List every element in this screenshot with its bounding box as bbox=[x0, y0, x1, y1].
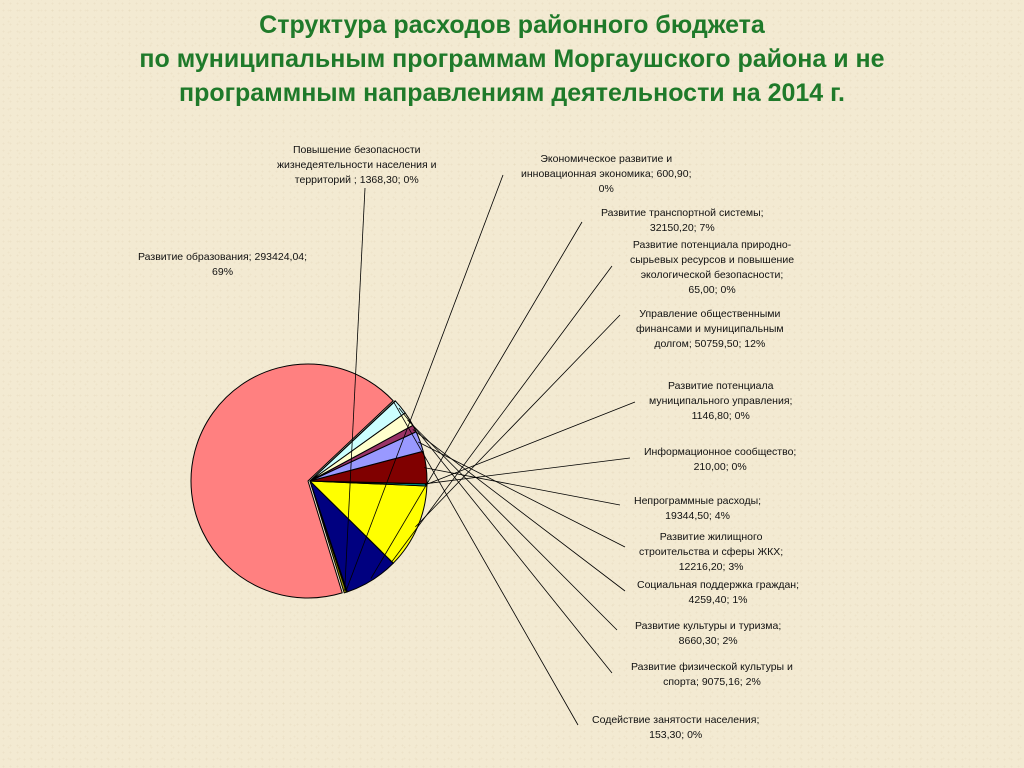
slice-label-line: Информационное сообщество; bbox=[644, 446, 797, 458]
slice-label-line: Управление общественными bbox=[639, 308, 781, 320]
leader-line-zhkh bbox=[418, 441, 626, 548]
chart-title: Структура расходов районного бюджета по … bbox=[0, 8, 1024, 110]
slice-label-kultura: Развитие культуры и туризма; 8660,30; 2% bbox=[635, 619, 781, 649]
slice-label-line: Развитие потенциала природно- bbox=[632, 239, 792, 251]
slice-label-line: Экономическое развитие и bbox=[540, 153, 673, 165]
leader-line-kultura bbox=[407, 419, 618, 631]
slice-label-line: жизнедеятельности населения и bbox=[277, 159, 437, 171]
slice-label-line: Развитие жилищного bbox=[659, 531, 763, 543]
chart-title-line-1: Структура расходов районного бюджета bbox=[259, 11, 765, 39]
leader-line-upravlenie bbox=[424, 401, 636, 486]
slice-label-line: финансами и муниципальным bbox=[636, 323, 784, 335]
slice-label-line: Повышение безопасности bbox=[292, 144, 421, 156]
slice-label-line: Социальная поддержка граждан; bbox=[637, 579, 800, 591]
pie-slices bbox=[190, 363, 428, 599]
slice-label-neprogramm: Непрограммные расходы; 19344,50; 4% bbox=[634, 494, 761, 524]
slice-label-line: 19344,50; 4% bbox=[665, 510, 730, 522]
leader-line-inform bbox=[424, 457, 631, 485]
leader-line-neprogramm bbox=[424, 467, 621, 506]
slice-label-line: Развитие образования; 293424,04; bbox=[138, 251, 308, 263]
slice-label-line: муниципального управления; bbox=[649, 395, 793, 407]
slice-label-line: Развитие потенциала bbox=[668, 380, 774, 392]
slice-label-zhkh: Развитие жилищного строительства и сферы … bbox=[639, 530, 783, 575]
slice-label-line: экологической безопасности; bbox=[640, 269, 784, 281]
slice-label-line: 65,00; 0% bbox=[688, 284, 736, 296]
slice-label-line: 12216,20; 3% bbox=[678, 561, 744, 573]
slice-label-line: инновационная экономика; 600,90; bbox=[521, 168, 692, 180]
slice-label-obrazovanie: Развитие образования; 293424,04; 69% bbox=[138, 250, 307, 280]
slice-label-line: 8660,30; 2% bbox=[678, 635, 738, 647]
leader-line-socpodderzhka bbox=[412, 429, 626, 592]
slice-label-sport: Развитие физической культуры и спорта; 90… bbox=[631, 660, 793, 690]
slice-label-line: Непрограммные расходы; bbox=[634, 495, 762, 507]
slice-label-zanyatost: Содействие занятости населения; 153,30; 0… bbox=[592, 713, 759, 743]
slice-label-bezopasnost: Повышение безопасности жизнедеятельности … bbox=[277, 143, 437, 188]
slice-label-line: долгом; 50759,50; 12% bbox=[654, 338, 766, 350]
slice-label-transport: Развитие транспортной системы; 32150,20; … bbox=[601, 206, 764, 236]
leader-line-finansy bbox=[415, 314, 621, 528]
slice-label-line: 1146,80; 0% bbox=[691, 410, 750, 422]
leader-line-ekonomika bbox=[345, 174, 504, 591]
slice-label-line: Содействие занятости населения; bbox=[592, 714, 760, 726]
pie-slice-obrazovanie bbox=[190, 363, 394, 599]
slice-label-socpodderzhka: Социальная поддержка граждан; 4259,40; 1% bbox=[637, 578, 799, 608]
slice-label-line: 32150,20; 7% bbox=[649, 222, 715, 234]
slice-label-line: Развитие транспортной системы; bbox=[601, 207, 764, 219]
slice-label-line: 4259,40; 1% bbox=[688, 594, 748, 606]
slice-label-line: Развитие культуры и туризма; bbox=[635, 620, 782, 632]
leader-lines bbox=[344, 174, 636, 726]
slice-label-inform: Информационное сообщество; 210,00; 0% bbox=[644, 445, 796, 475]
pie-slice-zanyatost bbox=[309, 400, 396, 482]
slice-label-line: спорта; 9075,16; 2% bbox=[663, 676, 761, 688]
leader-line-transport bbox=[370, 221, 583, 579]
leader-line-zanyatost bbox=[393, 402, 579, 726]
slice-label-line: 210,00; 0% bbox=[693, 461, 747, 473]
slice-label-priroda: Развитие потенциала природно-сырьевых ре… bbox=[630, 238, 794, 298]
slice-label-finansy: Управление общественными финансами и муни… bbox=[636, 307, 784, 352]
slice-label-line: 69% bbox=[212, 266, 234, 278]
slice-label-line: строительства и сферы ЖКХ; bbox=[639, 546, 784, 558]
slice-label-line: Развитие физической культуры и bbox=[631, 661, 793, 673]
slice-label-upravlenie: Развитие потенциала муниципального управл… bbox=[649, 379, 792, 424]
leader-line-bezopasnost bbox=[344, 187, 366, 591]
slice-label-ekonomika: Экономическое развитие и инновационная эк… bbox=[521, 152, 692, 197]
chart-title-line-2: по муниципальным программам Моргаушского… bbox=[139, 45, 885, 73]
slice-label-line: сырьевых ресурсов и повышение bbox=[630, 254, 795, 266]
leader-line-priroda bbox=[391, 265, 613, 563]
chart-title-line-3: программным направлениям деятельности на… bbox=[178, 79, 845, 107]
slice-label-line: 153,30; 0% bbox=[649, 729, 703, 741]
leader-line-sport bbox=[398, 407, 613, 674]
slice-label-line: территорий ; 1368,30; 0% bbox=[294, 174, 419, 186]
slice-label-line: 0% bbox=[598, 183, 614, 195]
